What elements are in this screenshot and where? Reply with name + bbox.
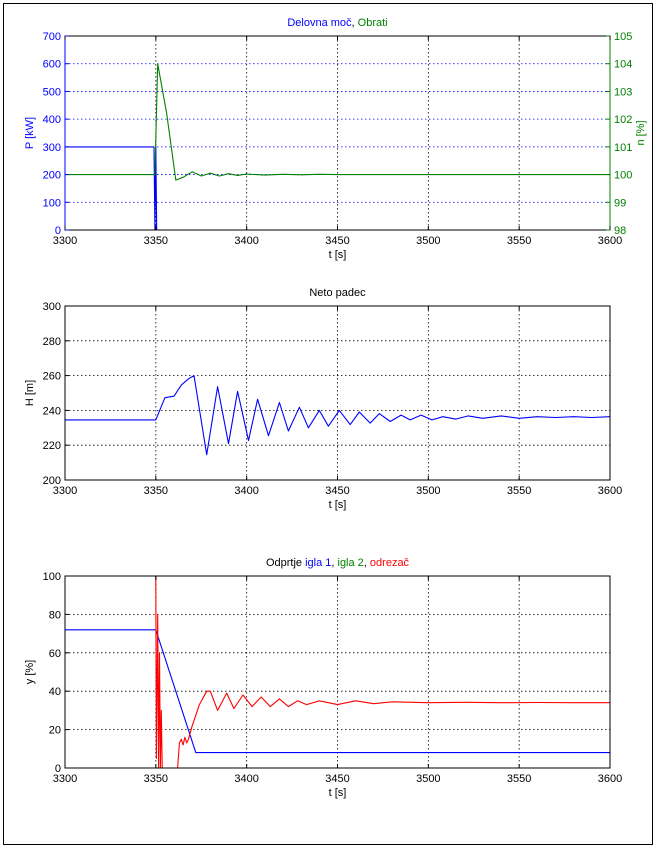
x-tick-label: 3550: [507, 485, 531, 497]
y-tick-label: 100: [43, 197, 61, 209]
x-tick-label: 3450: [325, 485, 349, 497]
x-tick-label: 3500: [416, 485, 440, 497]
y2-tick-label: 103: [614, 86, 632, 98]
y2-tick-label: 104: [614, 59, 632, 71]
x-tick-label: 3300: [53, 773, 77, 785]
x-tick-label: 3400: [234, 485, 258, 497]
x-axis-label: t [s]: [329, 499, 347, 511]
chart-2: 3300 3350 3400 3450 3500 3550 3600 200 220 240 260…: [24, 287, 622, 511]
chart-1: 3300 3350 3400 3450 3500 3550 3600 0 100 200 300 40…: [24, 17, 647, 261]
y2-axis-label: n [%]: [635, 120, 647, 145]
x-tick-label: 3500: [416, 773, 440, 785]
y-tick-label: 280: [43, 336, 61, 348]
y-tick-label: 600: [43, 59, 61, 71]
chart-title-part: Delovna moč: [287, 17, 352, 29]
chart-title: Odprtje igla 1, igla 2, odrezač: [266, 557, 410, 569]
x-tick-label: 3500: [416, 235, 440, 247]
y-tick-label: 260: [43, 371, 61, 383]
x-tick-label: 3450: [325, 235, 349, 247]
series-line-2: [65, 63, 610, 181]
x-tick-label: 3600: [598, 235, 622, 247]
y-tick-label: 300: [43, 142, 61, 154]
chart-title-part: Odprtje: [266, 557, 305, 569]
chart-title-part: Obrati: [358, 17, 388, 29]
chart-title-part: igla 2: [338, 557, 364, 569]
x-tick-label: 3400: [234, 235, 258, 247]
x-tick-label: 3550: [507, 235, 531, 247]
chart-title: Delovna moč, Obrati: [287, 17, 387, 29]
y-tick-label: 200: [43, 475, 61, 487]
chart-title-part: ,: [331, 557, 337, 569]
y2-tick-label: 100: [614, 170, 632, 182]
chart-title-part: ,: [352, 17, 358, 29]
y-tick-label: 100: [43, 571, 61, 583]
y-tick-label: 400: [43, 114, 61, 126]
chart-title-part: odrezač: [370, 557, 410, 569]
x-tick-label: 3600: [598, 773, 622, 785]
x-tick-label: 3400: [234, 773, 258, 785]
y2-tick-label: 102: [614, 114, 632, 126]
y2-tick-label: 105: [614, 31, 632, 43]
y-tick-label: 700: [43, 31, 61, 43]
plot-area: [65, 306, 610, 480]
x-tick-label: 3350: [144, 773, 168, 785]
chart-title-part: ,: [364, 557, 370, 569]
y-tick-label: 500: [43, 86, 61, 98]
y-tick-label: 80: [49, 609, 61, 621]
y-tick-label: 0: [55, 225, 61, 237]
y-tick-label: 300: [43, 301, 61, 313]
x-tick-label: 3300: [53, 235, 77, 247]
y-tick-label: 220: [43, 440, 61, 452]
y-axis-label: H [m]: [24, 380, 36, 406]
x-axis-label: t [s]: [329, 787, 347, 799]
y-tick-label: 240: [43, 405, 61, 417]
x-axis-label: t [s]: [329, 249, 347, 261]
x-tick-label: 3300: [53, 485, 77, 497]
y-tick-label: 0: [55, 763, 61, 775]
figure-frame: [3, 3, 653, 845]
x-tick-label: 3550: [507, 773, 531, 785]
y-tick-label: 60: [49, 648, 61, 660]
chart-title-part: Neto padec: [309, 287, 366, 299]
y-axis-label: y [%]: [24, 660, 36, 684]
x-tick-label: 3350: [144, 485, 168, 497]
y-tick-label: 40: [49, 686, 61, 698]
x-tick-label: 3450: [325, 773, 349, 785]
chart-title: Neto padec: [309, 287, 366, 299]
y2-tick-label: 98: [614, 225, 626, 237]
series-line-1: [65, 375, 611, 456]
y-tick-label: 200: [43, 170, 61, 182]
chart-title-part: igla 1: [305, 557, 331, 569]
x-tick-label: 3350: [144, 235, 168, 247]
chart-3: 3300 3350 3400 3450 3500 3550 3600 0 20 40 60 80 100…: [24, 557, 622, 799]
y-axis-label: P [kW]: [24, 117, 36, 149]
y-tick-label: 20: [49, 725, 61, 737]
y2-tick-label: 101: [614, 142, 632, 154]
series-line-1: [65, 629, 610, 754]
y2-tick-label: 99: [614, 197, 626, 209]
series-line-3: [65, 575, 610, 769]
x-tick-label: 3600: [598, 485, 622, 497]
